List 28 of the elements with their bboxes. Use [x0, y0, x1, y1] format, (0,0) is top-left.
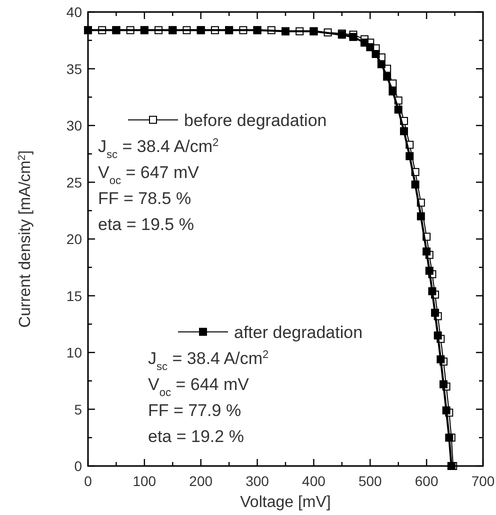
y-tick-label: 5	[74, 401, 82, 418]
annotation: eta = 19.2 %	[148, 426, 244, 446]
legend-label: after degradation	[234, 322, 363, 342]
annotation: FF = 77.9 %	[148, 400, 242, 420]
y-tick-label: 25	[66, 174, 82, 190]
x-tick-label: 100	[132, 473, 156, 489]
y-tick-label: 40	[66, 4, 82, 20]
x-tick-label: 300	[246, 473, 270, 489]
x-tick-label: 700	[471, 473, 495, 489]
x-tick-label: 200	[189, 473, 213, 489]
annotation: J$_{sc}$ = 38.4 A/cm$^{2}$	[98, 136, 219, 161]
annotation: V$_{oc}$ = 647 mV	[98, 162, 200, 187]
x-tick-label: 0	[84, 473, 92, 489]
annotation: V$_{oc}$ = 644 mV	[148, 374, 250, 399]
x-tick-label: 500	[358, 473, 382, 489]
y-tick-label: 30	[66, 118, 82, 134]
y-tick-label: 15	[66, 288, 82, 304]
y-tick-label: 0	[74, 458, 82, 474]
annotation: FF = 78.5 %	[98, 188, 192, 208]
x-axis-title: Voltage [mV]	[240, 494, 331, 511]
y-tick-label: 35	[66, 60, 82, 77]
annotation: J$_{sc}$ = 38.4 A/cm$^{2}$	[148, 348, 269, 373]
x-tick-label: 400	[302, 473, 326, 489]
legend-label: before degradation	[184, 110, 327, 130]
x-tick-label: 600	[414, 473, 438, 489]
y-tick-label: 20	[66, 231, 82, 247]
annotation: eta = 19.5 %	[98, 214, 194, 234]
y-tick-label: 10	[66, 344, 82, 360]
